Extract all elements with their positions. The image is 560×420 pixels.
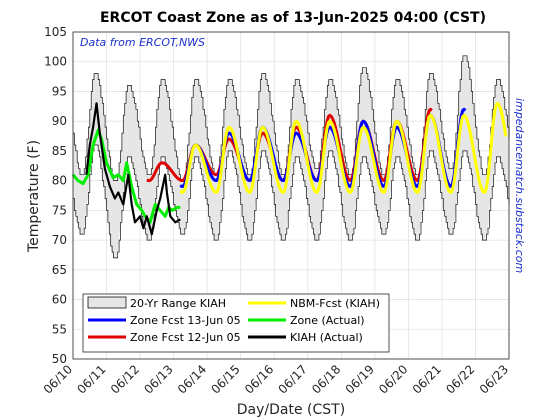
y-tick-label: 70 <box>52 233 67 247</box>
x-tick-label: 06/21 <box>410 362 444 396</box>
x-tick-label: 06/11 <box>74 362 108 396</box>
chart-title: ERCOT Coast Zone as of 13-Jun-2025 04:00… <box>100 10 486 26</box>
legend-box <box>82 293 390 353</box>
legend-label: Zone Fcst 12-Jun 05 <box>130 331 241 344</box>
x-tick-label: 06/18 <box>309 362 343 396</box>
legend-swatch <box>87 296 127 309</box>
x-axis-ticks: 06/10 06/11 06/12 06/13 06/14 06/15 06/16 06/17… <box>41 362 511 396</box>
y-tick-label: 80 <box>52 174 67 188</box>
nbm-fcst-line <box>179 101 508 194</box>
kiah-actual-line <box>85 102 181 236</box>
y-tick-label: 95 <box>52 84 67 98</box>
x-tick-label: 06/19 <box>343 362 377 396</box>
y-tick-label: 55 <box>52 322 67 336</box>
legend-label: Zone Fcst 13-Jun 05 <box>130 314 241 327</box>
x-tick-label: 06/16 <box>242 362 276 396</box>
range-band-lower <box>73 144 510 259</box>
y-tick-label: 50 <box>52 352 67 366</box>
y-tick-label: 85 <box>52 144 67 158</box>
range-band-upper <box>73 55 510 181</box>
x-tick-label: 06/13 <box>141 362 175 396</box>
x-tick-label: 06/17 <box>276 362 310 396</box>
y-tick-label: 60 <box>52 293 67 307</box>
legend-label: 20-Yr Range KIAH <box>130 297 226 310</box>
legend-label: NBM-Fcst (KIAH) <box>290 297 380 310</box>
x-tick-label: 06/15 <box>208 362 242 396</box>
y-tick-label: 100 <box>44 55 67 69</box>
x-axis-label: Day/Date (CST) <box>237 402 345 418</box>
plot-frame <box>72 31 510 360</box>
x-tick-label: 06/23 <box>477 362 511 396</box>
data-source-annotation: Data from ERCOT,NWS <box>80 36 205 49</box>
x-tick-label: 06/10 <box>41 362 75 396</box>
legend-label: KIAH (Actual) <box>290 331 363 344</box>
x-tick-label: 06/22 <box>443 362 477 396</box>
series-lines <box>71 101 508 236</box>
legend-label: Zone (Actual) <box>290 314 365 327</box>
y-tick-label: 105 <box>44 25 67 39</box>
x-tick-label: 06/20 <box>376 362 410 396</box>
y-tick-label: 90 <box>52 114 67 128</box>
x-tick-label: 06/14 <box>175 362 209 396</box>
y-tick-label: 65 <box>52 263 67 277</box>
x-tick-label: 06/12 <box>108 362 142 396</box>
site-annotation: impedancematch.substack.com <box>513 98 526 273</box>
y-axis-ticks: 50 55 60 65 70 75 80 85 90 95 100 105 <box>44 25 67 366</box>
y-tick-label: 75 <box>52 203 67 217</box>
legend: 20-Yr Range KIAH NBM-Fcst (KIAH) Zone Fcst… <box>82 293 390 353</box>
y-axis-label: Temperature (F) <box>26 140 42 253</box>
